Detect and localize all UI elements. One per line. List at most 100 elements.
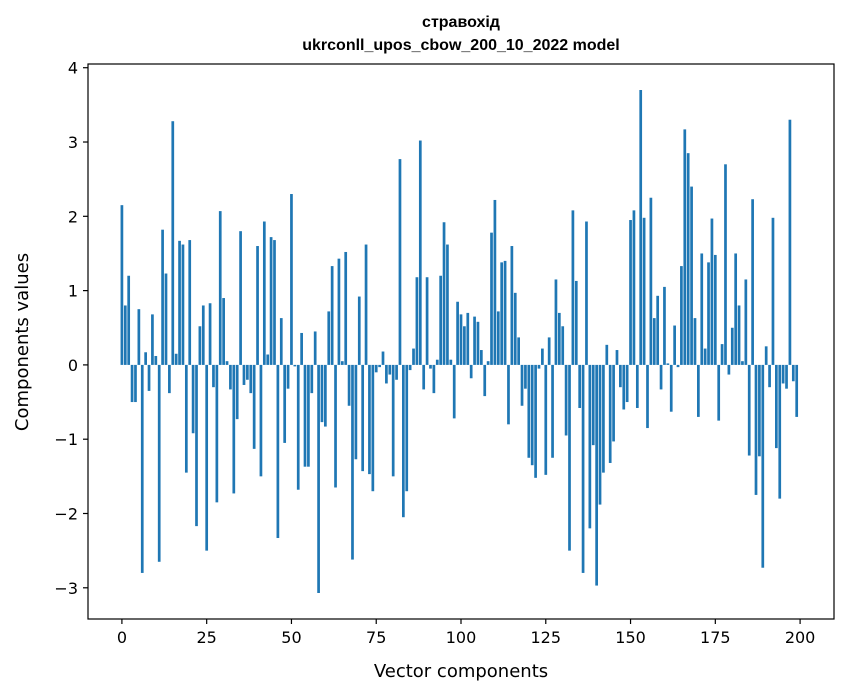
bar-8 <box>147 364 151 391</box>
bar-154 <box>642 217 646 365</box>
bar-133 <box>571 210 575 365</box>
bar-125 <box>544 364 548 475</box>
x-axis-ticks: 0 25 50 75 100 125 150 175 200 <box>117 619 815 647</box>
bar-24 <box>201 305 205 365</box>
bar-166 <box>683 129 687 365</box>
bar-183 <box>741 361 744 365</box>
bar-59 <box>320 364 324 423</box>
y-tick-label: −2 <box>54 504 78 523</box>
bar-53 <box>300 332 303 365</box>
bar-30 <box>222 298 225 365</box>
bar-143 <box>605 344 609 365</box>
bar-9 <box>151 314 154 365</box>
bar-173 <box>707 262 710 365</box>
bar-159 <box>659 364 663 390</box>
bar-80 <box>391 364 395 477</box>
bar-167 <box>686 153 690 365</box>
bar-93 <box>435 359 439 365</box>
bar-156 <box>649 197 653 365</box>
bar-146 <box>615 350 619 365</box>
bar-series <box>120 90 799 593</box>
bar-90 <box>425 277 429 365</box>
bar-198 <box>791 364 795 382</box>
bar-158 <box>656 295 660 365</box>
bar-27 <box>212 364 215 388</box>
bar-140 <box>595 364 598 586</box>
bar-107 <box>483 364 487 397</box>
bar-68 <box>351 364 354 560</box>
bar-165 <box>680 266 683 365</box>
bar-100 <box>459 314 463 365</box>
y-tick-label: 0 <box>68 356 78 375</box>
bar-106 <box>479 350 483 365</box>
bar-21 <box>191 364 195 434</box>
bar-36 <box>242 364 246 385</box>
bar-18 <box>181 244 185 365</box>
x-tick-label: 150 <box>615 628 646 647</box>
bar-99 <box>456 301 459 365</box>
x-tick-label: 0 <box>117 628 127 647</box>
bar-31 <box>225 361 229 365</box>
bar-194 <box>778 364 782 499</box>
bar-151 <box>632 210 636 365</box>
bar-109 <box>490 232 493 365</box>
bar-56 <box>310 364 314 394</box>
bar-60 <box>324 364 327 427</box>
bar-115 <box>510 246 514 365</box>
bar-16 <box>174 353 178 365</box>
bar-187 <box>754 364 758 495</box>
y-tick-label: 1 <box>68 282 78 301</box>
bar-111 <box>496 311 500 365</box>
bar-1 <box>123 305 127 365</box>
bar-129 <box>557 312 561 365</box>
bar-2 <box>127 275 131 365</box>
bar-50 <box>290 194 293 365</box>
bar-189 <box>761 364 765 568</box>
bar-33 <box>232 364 236 494</box>
bar-76 <box>378 364 381 368</box>
bar-40 <box>256 246 259 365</box>
bar-168 <box>690 186 693 365</box>
bar-48 <box>283 364 287 443</box>
bar-14 <box>168 364 171 394</box>
bar-85 <box>408 364 412 371</box>
bar-77 <box>381 351 385 365</box>
x-tick-label: 25 <box>197 628 217 647</box>
y-axis-label: Components values <box>12 253 33 431</box>
bar-20 <box>188 240 192 365</box>
bar-132 <box>568 364 571 551</box>
bar-11 <box>157 364 161 562</box>
bar-110 <box>493 199 497 365</box>
bar-137 <box>585 221 588 365</box>
x-axis-label: Vector components <box>374 661 548 682</box>
bar-72 <box>364 244 368 365</box>
bar-13 <box>164 273 168 365</box>
bar-52 <box>296 364 300 490</box>
bar-28 <box>215 364 219 503</box>
x-tick-label: 50 <box>281 628 301 647</box>
bar-123 <box>537 364 541 369</box>
bar-113 <box>503 260 507 365</box>
bar-160 <box>663 286 666 365</box>
y-axis-ticks: −3 −2 −1 0 1 2 3 4 <box>54 59 88 598</box>
y-tick-label: −1 <box>54 430 78 449</box>
bar-87 <box>415 277 419 365</box>
bar-0 <box>120 205 124 365</box>
bar-71 <box>361 364 365 472</box>
bar-150 <box>629 220 632 365</box>
bar-98 <box>452 364 456 419</box>
x-tick-label: 125 <box>530 628 561 647</box>
bar-96 <box>446 244 449 365</box>
bar-91 <box>429 364 432 369</box>
bar-116 <box>513 292 517 365</box>
bar-32 <box>229 364 232 390</box>
bar-188 <box>758 364 761 457</box>
bar-127 <box>551 364 554 458</box>
bar-6 <box>140 364 144 573</box>
bar-139 <box>591 364 595 446</box>
bar-67 <box>347 364 351 406</box>
bar-176 <box>717 364 721 421</box>
bar-102 <box>466 312 470 365</box>
bar-162 <box>669 364 673 412</box>
bar-157 <box>652 318 656 365</box>
